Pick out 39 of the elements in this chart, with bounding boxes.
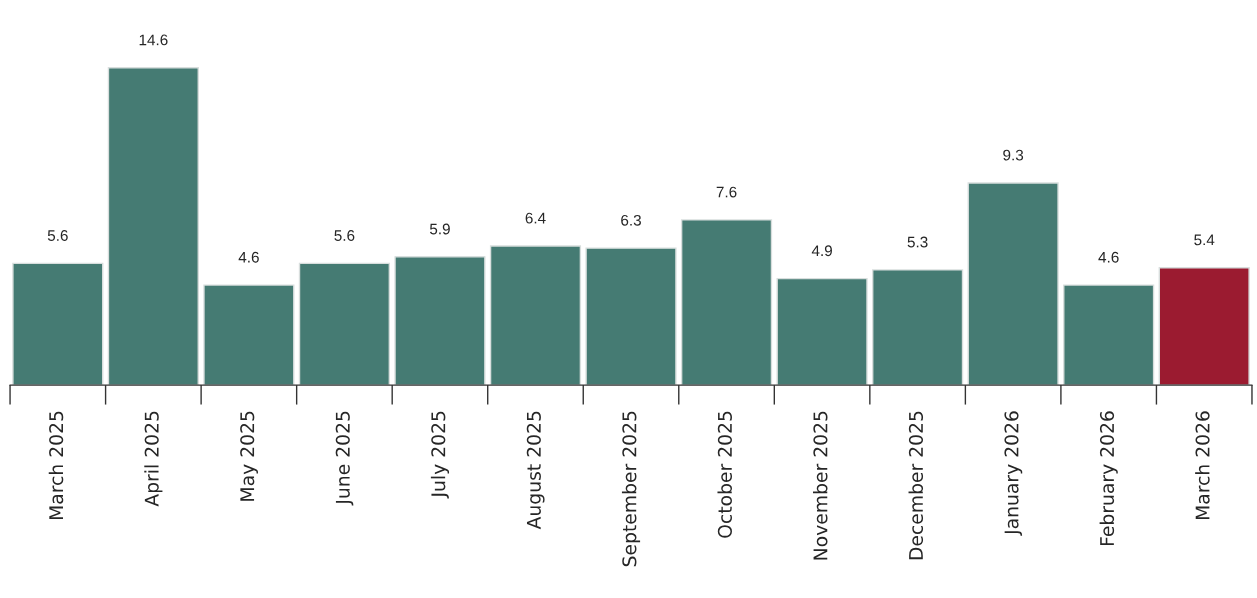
bar [776, 277, 868, 386]
bar [203, 284, 295, 386]
data-label: 4.6 [1098, 251, 1119, 263]
bar [1063, 284, 1155, 386]
bar [585, 247, 677, 386]
bar [12, 262, 104, 386]
x-tick-label: March 2025 [48, 411, 64, 520]
data-label: 4.6 [238, 251, 259, 263]
data-label: 6.3 [621, 214, 641, 226]
bar [1158, 267, 1250, 386]
data-label: 9.3 [1003, 149, 1024, 161]
bar [107, 67, 199, 386]
bar [298, 262, 391, 386]
data-label: 5.4 [1194, 234, 1215, 246]
bar [394, 256, 486, 386]
x-tick-label: October 2025 [717, 411, 732, 538]
x-tick-label: April 2025 [144, 411, 163, 507]
x-tick-label: November 2025 [813, 411, 828, 560]
data-label: 5.9 [429, 223, 450, 235]
data-label: 7.6 [716, 186, 737, 198]
bar [680, 219, 773, 386]
x-tick-label: January 2026 [1004, 411, 1023, 536]
data-label: 6.4 [525, 212, 546, 224]
x-tick-label: March 2026 [1195, 411, 1210, 520]
x-tick-label: December 2025 [908, 411, 924, 560]
x-tick-label: February 2026 [1099, 411, 1118, 546]
bar [872, 269, 964, 386]
data-label: 5.3 [907, 236, 928, 248]
data-label: 5.6 [47, 230, 68, 241]
x-tick-label: May 2025 [240, 411, 258, 501]
data-label: 5.6 [334, 230, 355, 241]
x-tick-label: July 2025 [430, 411, 450, 499]
data-label: 4.9 [811, 245, 832, 257]
bar [967, 182, 1059, 386]
bar [489, 245, 582, 386]
x-tick-label: September 2025 [621, 411, 641, 567]
x-tick-label: June 2025 [335, 411, 354, 506]
data-label: 14.6 [139, 34, 168, 46]
x-tick-label: August 2025 [526, 411, 545, 530]
